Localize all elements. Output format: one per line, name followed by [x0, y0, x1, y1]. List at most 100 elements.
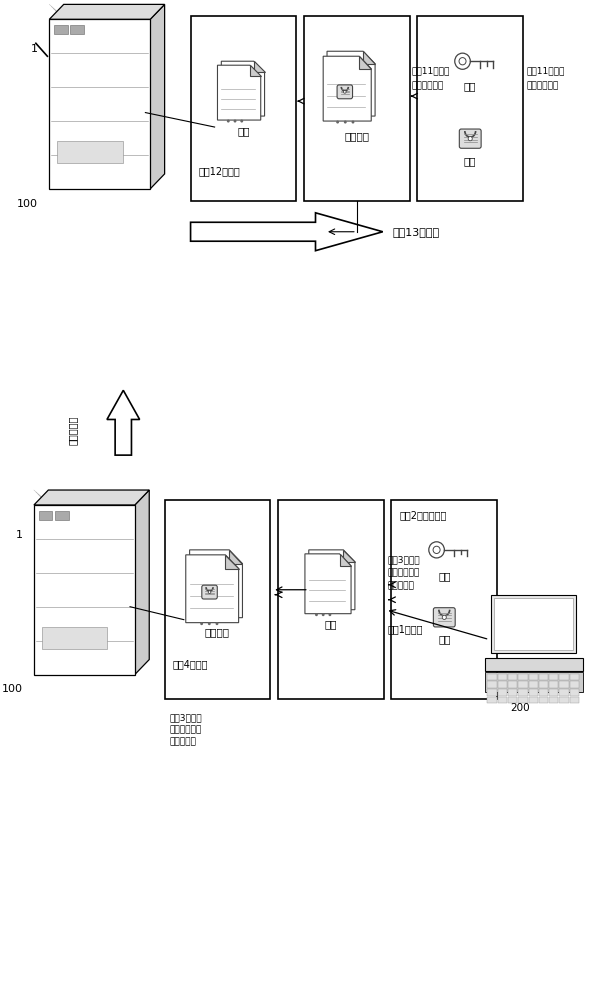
FancyBboxPatch shape: [433, 608, 455, 627]
Text: 步骤2：生成密鑰: 步骤2：生成密鑰: [399, 510, 447, 520]
Circle shape: [208, 622, 210, 625]
Text: 步骤3：加密: 步骤3：加密: [170, 713, 202, 722]
FancyBboxPatch shape: [459, 129, 481, 148]
Text: 公鑰: 公鑰: [438, 635, 451, 645]
Bar: [539, 681, 548, 688]
Text: 数据: 数据: [237, 126, 249, 136]
Polygon shape: [226, 555, 239, 569]
Polygon shape: [229, 550, 242, 564]
Polygon shape: [218, 65, 260, 120]
Bar: [559, 697, 569, 703]
Circle shape: [442, 615, 447, 619]
Text: （控制装置或: （控制装置或: [387, 568, 420, 577]
Bar: [498, 689, 507, 696]
Text: 步骤11：解码: 步骤11：解码: [527, 67, 565, 76]
Polygon shape: [190, 550, 242, 618]
Polygon shape: [327, 51, 375, 116]
Bar: [165, 500, 270, 699]
Polygon shape: [221, 61, 265, 116]
Polygon shape: [359, 56, 371, 69]
Bar: [549, 697, 558, 703]
Text: （控制装置或: （控制装置或: [170, 725, 202, 734]
Circle shape: [227, 120, 230, 123]
Polygon shape: [49, 4, 165, 19]
Bar: [528, 681, 538, 688]
Bar: [487, 674, 497, 680]
Bar: [559, 681, 569, 688]
Circle shape: [328, 613, 331, 616]
Text: 步骤11：解码: 步骤11：解码: [412, 67, 450, 76]
Polygon shape: [340, 554, 351, 566]
Circle shape: [336, 121, 339, 124]
Bar: [484, 658, 583, 671]
Circle shape: [351, 121, 354, 124]
Bar: [55, 511, 68, 520]
Bar: [278, 500, 384, 699]
Text: 私鑰: 私鑰: [438, 571, 451, 581]
Circle shape: [215, 622, 218, 625]
Polygon shape: [150, 4, 165, 189]
Bar: [498, 674, 507, 680]
Bar: [559, 689, 569, 696]
Polygon shape: [305, 554, 351, 614]
Circle shape: [208, 591, 211, 593]
Polygon shape: [323, 56, 371, 121]
Bar: [494, 598, 573, 650]
Text: 私鑰: 私鑰: [464, 81, 476, 91]
Bar: [528, 697, 538, 703]
Bar: [539, 689, 548, 696]
Bar: [570, 674, 579, 680]
Text: 加密数据: 加密数据: [344, 131, 369, 141]
Bar: [54, 25, 68, 34]
Text: 执行处理时: 执行处理时: [67, 416, 77, 445]
Circle shape: [468, 137, 472, 141]
Bar: [498, 697, 507, 703]
Bar: [498, 681, 507, 688]
Bar: [508, 674, 517, 680]
Polygon shape: [343, 550, 355, 562]
Text: 支持装置）: 支持装置）: [387, 581, 414, 590]
Bar: [539, 697, 548, 703]
Polygon shape: [34, 505, 135, 675]
Text: （控制装置）: （控制装置）: [412, 82, 444, 91]
Polygon shape: [135, 490, 149, 675]
Circle shape: [343, 90, 346, 93]
Bar: [518, 674, 528, 680]
Bar: [70, 25, 84, 34]
Bar: [492, 595, 576, 653]
Bar: [41, 627, 107, 649]
Bar: [518, 697, 528, 703]
Text: 步骤4：获取: 步骤4：获取: [172, 660, 208, 670]
Circle shape: [315, 613, 318, 616]
Bar: [508, 689, 517, 696]
Polygon shape: [363, 51, 375, 64]
Bar: [487, 681, 497, 688]
Bar: [57, 141, 123, 163]
Text: 数据: 数据: [325, 620, 337, 630]
Text: 200: 200: [511, 703, 530, 713]
Text: 100: 100: [1, 684, 23, 694]
Polygon shape: [250, 65, 260, 76]
Bar: [559, 674, 569, 680]
Bar: [570, 689, 579, 696]
Bar: [570, 697, 579, 703]
Text: 步骤3：加密: 步骤3：加密: [387, 555, 420, 564]
Text: 100: 100: [16, 199, 38, 209]
Polygon shape: [34, 490, 149, 505]
Bar: [392, 500, 497, 699]
Text: 公鑰: 公鑰: [464, 156, 476, 166]
Bar: [549, 681, 558, 688]
Bar: [508, 697, 517, 703]
Circle shape: [200, 622, 203, 625]
Polygon shape: [254, 61, 265, 72]
Bar: [549, 689, 558, 696]
Bar: [528, 689, 538, 696]
Polygon shape: [190, 213, 382, 251]
Bar: [518, 681, 528, 688]
Text: （控制装置）: （控制装置）: [527, 82, 559, 91]
Bar: [528, 674, 538, 680]
Text: 加密数据: 加密数据: [205, 628, 230, 638]
Bar: [190, 16, 296, 201]
Text: 步骤1：提供: 步骤1：提供: [387, 625, 423, 635]
Polygon shape: [309, 550, 355, 610]
